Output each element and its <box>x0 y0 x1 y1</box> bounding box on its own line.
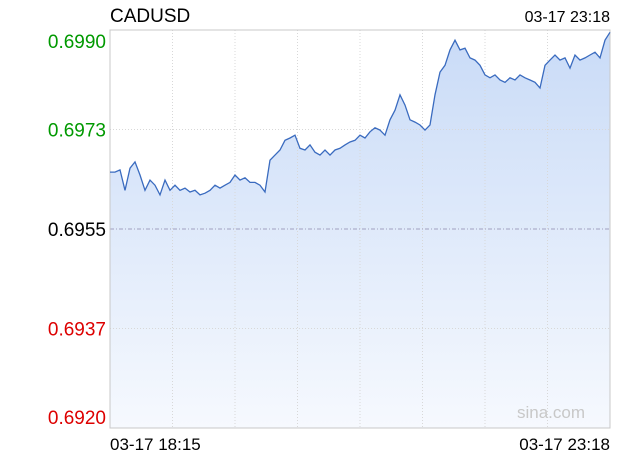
y-tick-label: 0.6937 <box>48 320 106 341</box>
x-tick-label: 03-17 18:15 <box>110 435 201 454</box>
area <box>110 32 610 429</box>
plot-border <box>109 29 611 429</box>
y-tick-label: 0.6955 <box>48 220 106 241</box>
watermark: sina.com <box>517 403 585 422</box>
y-tick-label: 0.6920 <box>48 408 106 429</box>
y-tick-label: 0.6973 <box>48 121 106 142</box>
price-line <box>110 31 611 197</box>
y-tick-label: 0.6990 <box>48 32 106 53</box>
x-tick-label: 03-17 23:18 <box>519 435 610 454</box>
timestamp: 03-17 23:18 <box>525 9 611 26</box>
chart-title: CADUSD <box>110 6 190 27</box>
